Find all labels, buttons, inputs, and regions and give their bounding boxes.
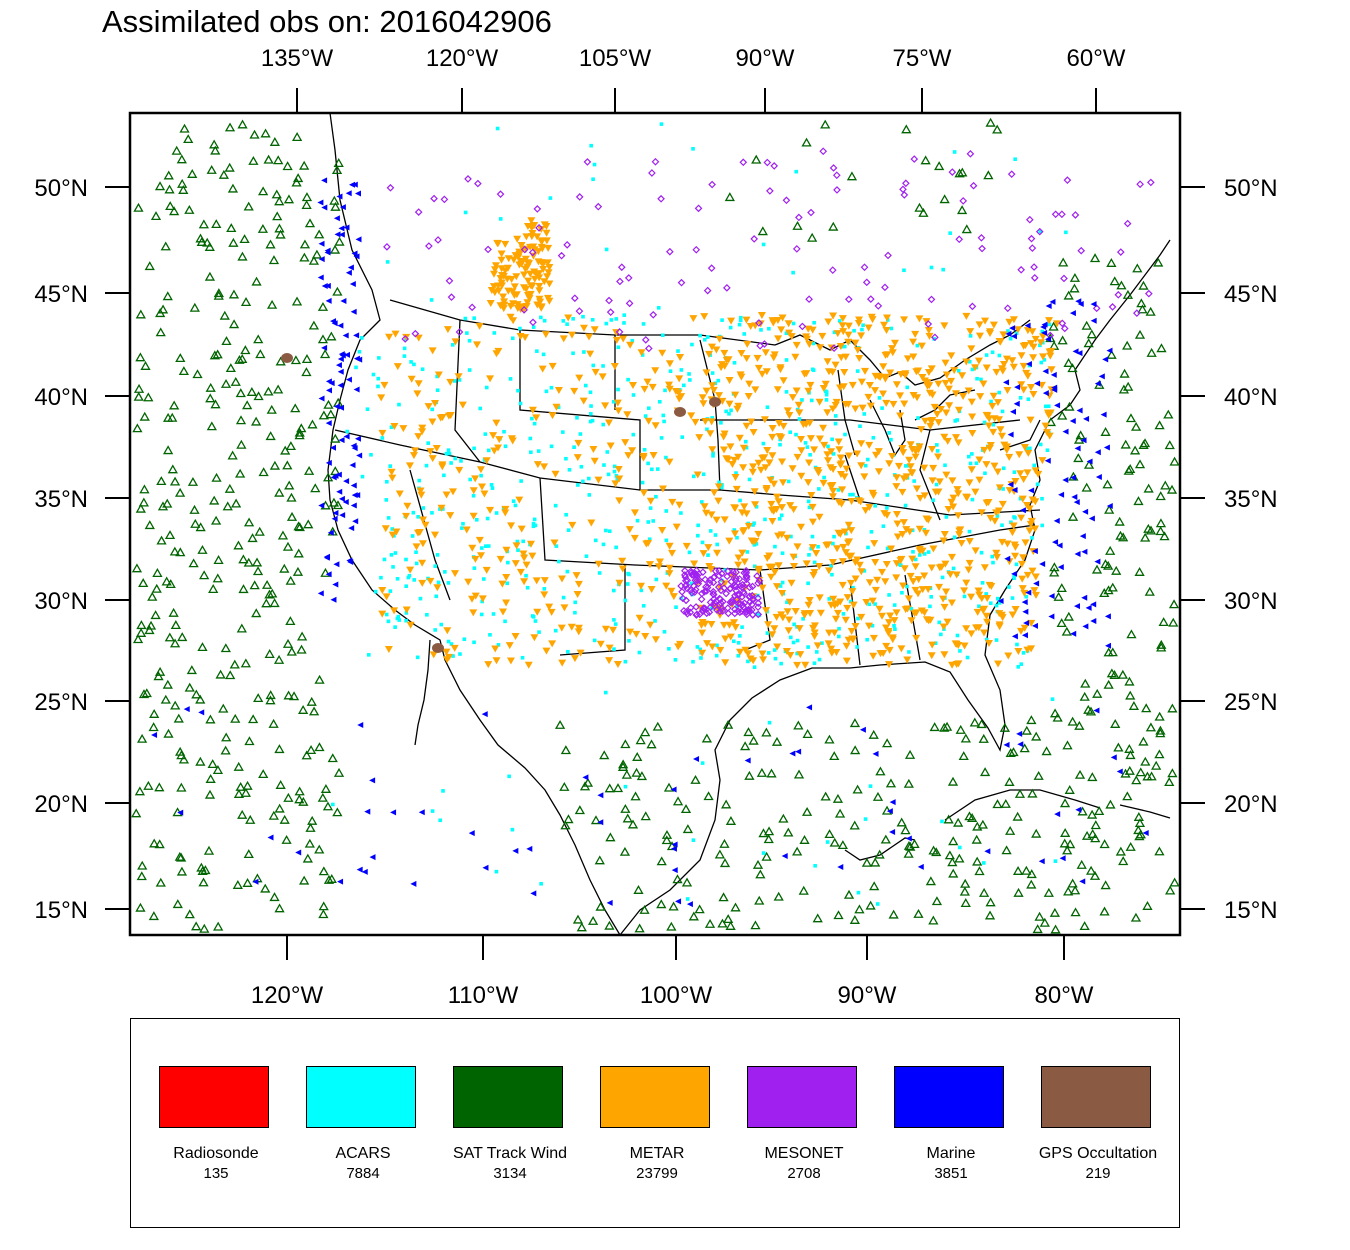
legend-swatch [1041,1066,1151,1128]
right-lat-label: 15°N [1224,897,1278,924]
observation-map: 135°W 120°W 105°W 90°W 75°W 60°W 120°W 110°W 100… [34,45,1277,1009]
legend-label: SAT Track Wind [452,1145,568,1162]
bottom-lon-label: 110°W [448,982,519,1009]
map-title: Assimilated obs on: 2016042906 [102,4,552,39]
legend-item: METAR 23799 [572,1019,722,1227]
legend-swatch [159,1066,269,1128]
left-lat-label: 45°N [34,281,88,308]
legend-label: Marine [926,1145,976,1162]
coastline-segment [919,429,941,521]
left-lat-label: 20°N [34,791,88,818]
top-lon-label: 75°W [893,45,952,72]
coastline-segment [414,639,431,746]
right-lat-label: 25°N [1224,689,1278,716]
coastline-segment [619,239,1171,935]
top-lon-label: 135°W [261,45,334,72]
legend-item: MESONET 2708 [719,1019,869,1227]
right-lat-label: 30°N [1224,588,1278,615]
legend-count: 23799 [636,1165,678,1182]
coastline-segment [334,429,1041,516]
left-lat-label: 30°N [34,588,88,615]
legend-count: 2708 [787,1165,821,1182]
right-lat-label: 45°N [1224,281,1278,308]
legend-swatch [306,1066,416,1128]
coastline-segment [760,419,1021,431]
coastline-segment [844,454,861,501]
legend-item: Radiosonde 135 [131,1019,281,1227]
left-lat-label: 40°N [34,384,88,411]
coastline-segment [1119,804,1171,819]
legend-label: ACARS [335,1145,391,1162]
bottom-lon-label: 120°W [251,982,324,1009]
legend-item: Marine 3851 [866,1019,1016,1227]
coastline-segment [849,579,861,666]
legend-swatch [894,1066,1004,1128]
axis-ticks [105,88,1205,960]
map-frame [128,111,1182,937]
observation-markers [131,117,1180,934]
right-lat-label: 35°N [1224,486,1278,513]
coastline-segment [944,789,1101,821]
right-lat-label: 40°N [1224,384,1278,411]
left-lat-label: 25°N [34,689,88,716]
legend-count: 219 [1085,1165,1111,1182]
left-lat-label: 50°N [34,175,88,202]
coastline-segment [409,469,451,601]
top-lon-label: 90°W [736,45,795,72]
axis-labels: 135°W 120°W 105°W 90°W 75°W 60°W 120°W 110°W 100… [34,45,1277,1009]
top-lon-label: 105°W [579,45,652,72]
right-lat-label: 20°N [1224,791,1278,818]
top-lon-label: 120°W [426,45,499,72]
legend-item: SAT Track Wind 3134 [425,1019,575,1227]
coastline-segment [999,419,1041,451]
bottom-lon-label: 80°W [1035,982,1094,1009]
legend-label: GPS Occultation [1038,1145,1158,1162]
bottom-lon-label: 90°W [838,982,897,1009]
legend-swatch [600,1066,710,1128]
legend-swatch [747,1066,857,1128]
coastline-segment [327,113,621,935]
legend-count: 7884 [346,1165,380,1182]
top-lon-label: 60°W [1067,45,1126,72]
legend-label: MESONET [764,1145,844,1162]
left-lat-label: 15°N [34,897,88,924]
legend-label: METAR [629,1145,685,1162]
legend-item: GPS Occultation 219 [1013,1019,1163,1227]
legend-swatch [453,1066,563,1128]
bottom-lon-label: 100°W [640,982,713,1009]
left-lat-label: 35°N [34,486,88,513]
coastline-segment [744,569,771,651]
coastline-segment [914,389,976,421]
coastline-segment [389,299,776,346]
legend-count: 3851 [934,1165,968,1182]
legend: Radiosonde 135 ACARS 7884 SAT Track Wind 3134… [130,1018,1180,1228]
legend-label: Radiosonde [173,1145,259,1162]
right-lat-label: 50°N [1224,175,1278,202]
legend-count: 135 [203,1165,229,1182]
legend-item: ACARS 7884 [278,1019,428,1227]
coastline-segment [454,319,481,463]
legend-count: 3134 [493,1165,527,1182]
